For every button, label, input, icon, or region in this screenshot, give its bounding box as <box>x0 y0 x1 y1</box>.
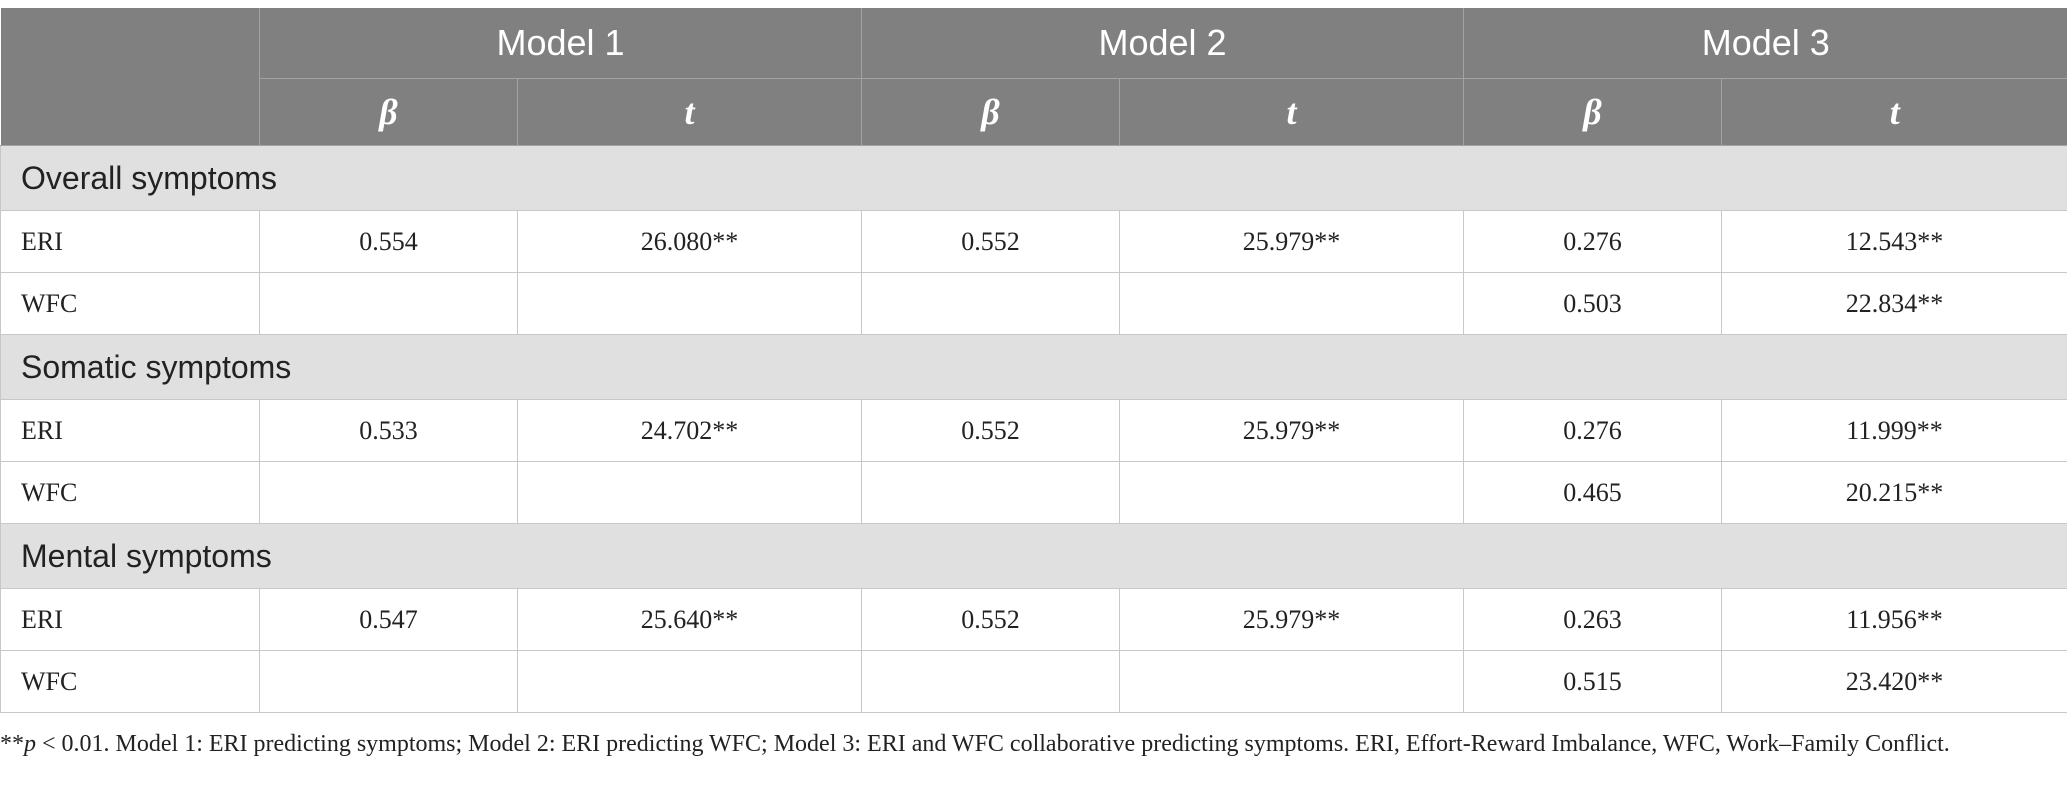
section-title: Overall symptoms <box>0 145 2067 211</box>
m1-beta-cell <box>259 650 518 713</box>
m3-beta-cell: 0.263 <box>1463 588 1723 651</box>
section-row-mental: Mental symptoms <box>0 523 2067 589</box>
footnote-prefix: ** <box>0 731 24 757</box>
m3-beta-cell: 0.465 <box>1463 461 1723 524</box>
m2-beta-cell: 0.552 <box>861 399 1121 462</box>
m2-beta-cell <box>861 272 1121 335</box>
m1-beta-cell <box>259 272 518 335</box>
table-row: ERI 0.547 25.640** 0.552 25.979** 0.263 … <box>0 588 2067 651</box>
m1-beta-cell: 0.547 <box>259 588 518 651</box>
table-row: WFC 0.465 20.215** <box>0 461 2067 524</box>
table-row: ERI 0.554 26.080** 0.552 25.979** 0.276 … <box>0 210 2067 273</box>
m3-t-cell: 12.543** <box>1721 210 2067 273</box>
m3-beta-cell: 0.503 <box>1463 272 1723 335</box>
table-row: WFC 0.503 22.834** <box>0 272 2067 335</box>
model-header-row: Model 1 Model 2 Model 3 <box>0 8 2067 146</box>
m1-t-cell: 25.640** <box>516 588 863 651</box>
m3-t-cell: 11.999** <box>1721 399 2067 462</box>
table-row: ERI 0.533 24.702** 0.552 25.979** 0.276 … <box>0 399 2067 462</box>
m2-t-cell: 25.979** <box>1119 588 1465 651</box>
row-label: ERI <box>0 210 260 273</box>
m1-beta-cell: 0.554 <box>259 210 518 273</box>
model-1-header: Model 1 <box>259 8 863 79</box>
m1-beta-cell: 0.533 <box>259 399 518 462</box>
m1-t-cell: 26.080** <box>516 210 863 273</box>
m2-t-cell: 25.979** <box>1119 399 1465 462</box>
m2-beta-cell <box>861 650 1121 713</box>
m2-t-cell <box>1119 461 1465 524</box>
m3-beta-cell: 0.276 <box>1463 210 1723 273</box>
table-header: Model 1 Model 2 Model 3 β t β t β t <box>0 8 2067 146</box>
model-1-beta-header: β <box>259 78 518 146</box>
m3-t-cell: 20.215** <box>1721 461 2067 524</box>
model-1-t-header: t <box>517 78 863 146</box>
model-2-t-header: t <box>1119 78 1465 146</box>
m1-t-cell <box>516 461 863 524</box>
row-label: WFC <box>0 461 260 524</box>
model-2-header: Model 2 <box>861 8 1465 79</box>
section-title: Somatic symptoms <box>0 334 2067 400</box>
m1-t-cell <box>516 272 863 335</box>
footnote-text: < 0.01. Model 1: ERI predicting symptoms… <box>36 731 1950 757</box>
section-title: Mental symptoms <box>0 523 2067 589</box>
coefficient-header-row: β t β t β t <box>1 78 2067 146</box>
m1-t-cell: 24.702** <box>516 399 863 462</box>
m3-t-cell: 23.420** <box>1721 650 2067 713</box>
m3-t-cell: 22.834** <box>1721 272 2067 335</box>
section-row-overall: Overall symptoms <box>0 145 2067 211</box>
m1-t-cell <box>516 650 863 713</box>
corner-cell <box>0 8 260 146</box>
m2-t-cell <box>1119 650 1465 713</box>
model-3-t-header: t <box>1721 78 2067 146</box>
m3-beta-cell: 0.515 <box>1463 650 1723 713</box>
regression-table: Model 1 Model 2 Model 3 β t β t β t Over… <box>0 8 2067 713</box>
model-3-header: Model 3 <box>1463 8 2067 79</box>
m2-beta-cell: 0.552 <box>861 588 1121 651</box>
m2-beta-cell: 0.552 <box>861 210 1121 273</box>
table-body: Overall symptoms ERI 0.554 26.080** 0.55… <box>0 145 2067 713</box>
row-label: WFC <box>0 650 260 713</box>
table-row: WFC 0.515 23.420** <box>0 650 2067 713</box>
m3-beta-cell: 0.276 <box>1463 399 1723 462</box>
row-label: ERI <box>0 399 260 462</box>
m2-t-cell: 25.979** <box>1119 210 1465 273</box>
model-3-beta-header: β <box>1463 78 1723 146</box>
model-2-beta-header: β <box>861 78 1121 146</box>
m3-t-cell: 11.956** <box>1721 588 2067 651</box>
table-footnote: **p < 0.01. Model 1: ERI predicting symp… <box>0 728 2067 760</box>
m2-t-cell <box>1119 272 1465 335</box>
m1-beta-cell <box>259 461 518 524</box>
row-label: WFC <box>0 272 260 335</box>
row-label: ERI <box>0 588 260 651</box>
section-row-somatic: Somatic symptoms <box>0 334 2067 400</box>
footnote-p-symbol: p <box>24 731 36 757</box>
m2-beta-cell <box>861 461 1121 524</box>
